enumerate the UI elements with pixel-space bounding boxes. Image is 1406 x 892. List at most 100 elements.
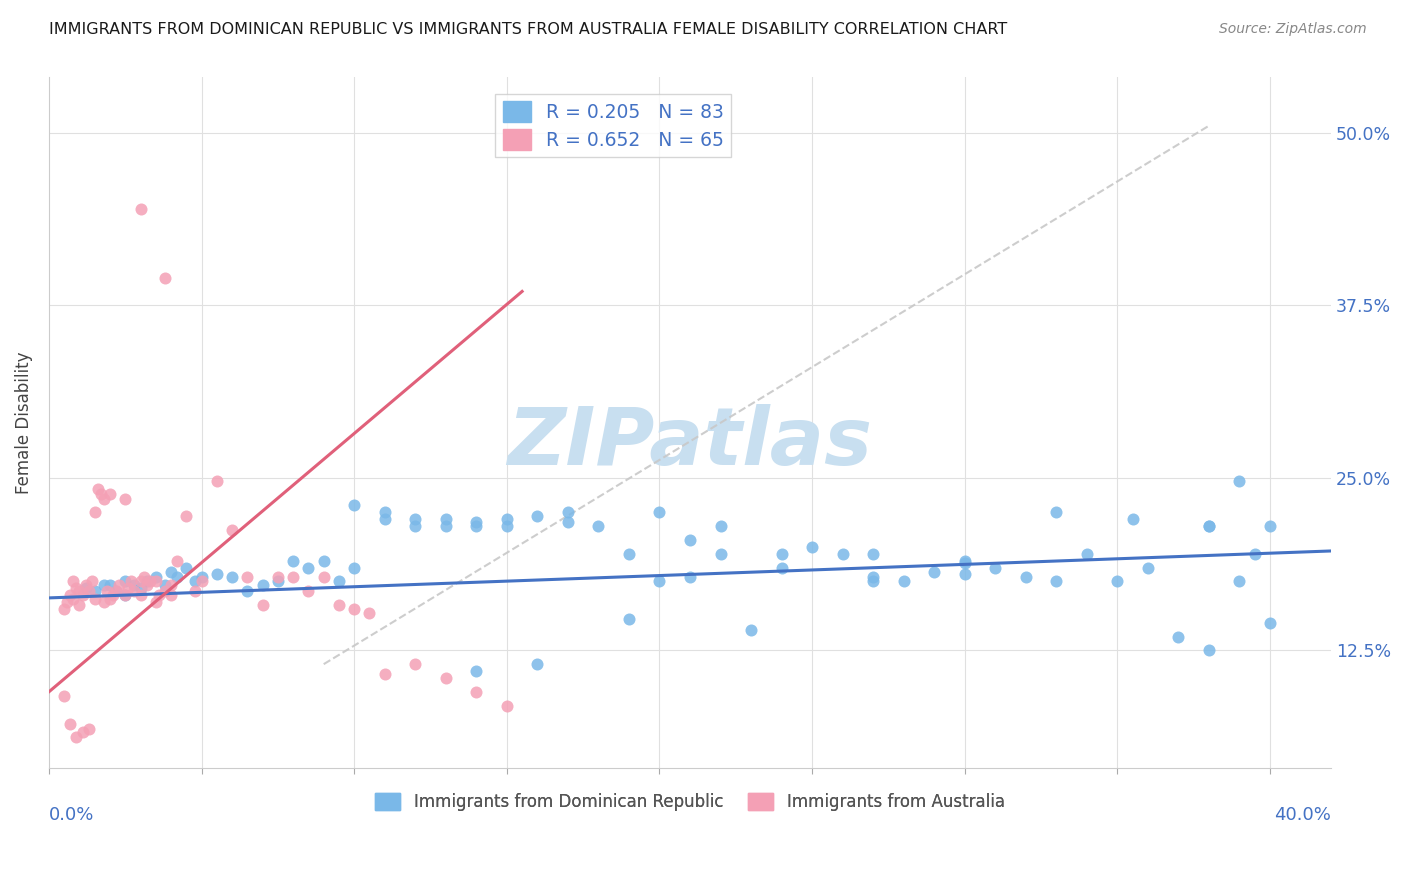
Point: [343, 499, 366, 513]
Point: [236, 570, 259, 584]
Point: [59, 716, 82, 731]
Point: [153, 270, 176, 285]
Point: [359, 606, 381, 620]
Point: [160, 565, 183, 579]
Point: [953, 567, 976, 582]
Point: [1198, 519, 1220, 533]
Point: [1015, 570, 1038, 584]
Point: [252, 578, 274, 592]
Point: [69, 598, 91, 612]
Point: [465, 515, 488, 529]
Point: [77, 584, 100, 599]
Point: [205, 474, 228, 488]
Point: [1258, 519, 1281, 533]
Point: [801, 540, 824, 554]
Point: [93, 578, 115, 592]
Point: [1167, 630, 1189, 644]
Point: [138, 574, 160, 589]
Point: [62, 574, 84, 589]
Point: [153, 578, 176, 592]
Point: [190, 574, 212, 589]
Point: [80, 574, 103, 589]
Point: [176, 509, 198, 524]
Point: [65, 731, 87, 745]
Point: [862, 570, 884, 584]
Point: [1243, 547, 1265, 561]
Point: [108, 578, 131, 592]
Point: [679, 570, 702, 584]
Point: [588, 519, 610, 533]
Point: [62, 592, 84, 607]
Point: [862, 547, 884, 561]
Point: [1045, 505, 1067, 519]
Point: [114, 588, 136, 602]
Point: [56, 595, 79, 609]
Point: [1076, 547, 1098, 561]
Point: [1136, 560, 1159, 574]
Point: [124, 578, 146, 592]
Point: [679, 533, 702, 547]
Point: [105, 584, 128, 599]
Point: [145, 570, 167, 584]
Point: [404, 512, 426, 526]
Point: [557, 515, 579, 529]
Point: [145, 574, 167, 589]
Point: [72, 588, 94, 602]
Point: [72, 724, 94, 739]
Point: [236, 584, 259, 599]
Y-axis label: Female Disability: Female Disability: [15, 351, 32, 494]
Text: 40.0%: 40.0%: [1274, 805, 1331, 823]
Point: [283, 554, 305, 568]
Point: [69, 584, 91, 599]
Point: [374, 512, 396, 526]
Point: [132, 570, 155, 584]
Point: [297, 584, 319, 599]
Point: [617, 612, 640, 626]
Point: [129, 202, 152, 216]
Point: [434, 519, 457, 533]
Point: [312, 554, 335, 568]
Point: [135, 578, 157, 592]
Point: [893, 574, 915, 589]
Legend: Immigrants from Dominican Republic, Immigrants from Australia: Immigrants from Dominican Republic, Immi…: [368, 787, 1011, 818]
Point: [770, 560, 793, 574]
Point: [114, 574, 136, 589]
Point: [953, 554, 976, 568]
Point: [495, 519, 517, 533]
Point: [120, 574, 142, 589]
Point: [328, 598, 350, 612]
Point: [129, 581, 152, 595]
Point: [434, 671, 457, 685]
Point: [90, 487, 112, 501]
Point: [145, 595, 167, 609]
Point: [129, 588, 152, 602]
Point: [160, 578, 183, 592]
Point: [709, 547, 731, 561]
Point: [328, 574, 350, 589]
Point: [124, 584, 146, 599]
Point: [117, 581, 139, 595]
Point: [96, 584, 118, 599]
Point: [98, 487, 121, 501]
Point: [465, 685, 488, 699]
Point: [953, 557, 976, 571]
Point: [75, 581, 97, 595]
Point: [184, 574, 207, 589]
Point: [83, 505, 105, 519]
Point: [984, 560, 1007, 574]
Point: [205, 567, 228, 582]
Point: [252, 598, 274, 612]
Point: [83, 584, 105, 599]
Point: [1122, 512, 1144, 526]
Point: [526, 657, 548, 672]
Point: [770, 547, 793, 561]
Point: [114, 491, 136, 506]
Point: [1258, 615, 1281, 630]
Point: [75, 578, 97, 592]
Point: [343, 560, 366, 574]
Point: [404, 657, 426, 672]
Text: IMMIGRANTS FROM DOMINICAN REPUBLIC VS IMMIGRANTS FROM AUSTRALIA FEMALE DISABILIT: IMMIGRANTS FROM DOMINICAN REPUBLIC VS IM…: [49, 22, 1008, 37]
Text: Source: ZipAtlas.com: Source: ZipAtlas.com: [1219, 22, 1367, 37]
Point: [129, 574, 152, 589]
Point: [153, 584, 176, 599]
